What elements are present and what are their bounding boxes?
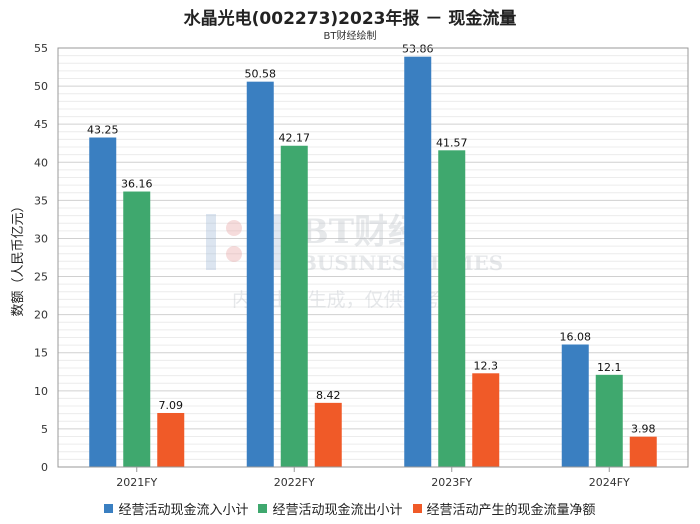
legend-label: 经营活动现金流入小计 [118,503,249,518]
bar-value-label: 53.86 [402,43,434,56]
legend-item: 经营活动现金流出小计 [258,499,403,518]
watermark-logo-dot-icon [226,220,242,236]
bar [157,412,185,467]
bar [280,145,308,467]
y-tick-label: 40 [34,156,48,169]
x-tick-label: 2022FY [274,476,315,489]
y-tick-label: 20 [34,309,48,322]
bar [472,373,500,467]
legend-item: 经营活动产生的现金流量净额 [412,499,596,518]
y-axis-label: 数额（人民币亿元） [11,199,26,316]
legend-label: 经营活动现金流出小计 [272,503,403,518]
bar [629,436,657,467]
bar-value-label: 16.08 [560,330,592,343]
data-labels: 43.25 36.16 7.09 50.58 42.17 8.42 53.86 41.57 12… [87,43,656,436]
bars [89,56,657,468]
x-axis-ticks: 2021FY 2022FY 2023FY 2024FY [116,467,630,489]
y-tick-label: 15 [34,347,48,360]
bar-value-label: 12.1 [597,361,622,374]
y-tick-label: 10 [34,385,48,398]
chart-subtitle: BT财经绘制 [323,31,377,42]
legend-item: 经营活动现金流入小计 [104,499,248,518]
bar [246,81,274,467]
legend: 经营活动现金流入小计 经营活动现金流出小计 经营活动产生的现金流量净额 [0,499,700,518]
y-tick-label: 35 [34,194,48,207]
bar-value-label: 50.58 [245,68,277,81]
y-tick-label: 50 [34,80,48,93]
x-tick-label: 2024FY [589,476,630,489]
watermark-logo-dot2-icon [226,246,242,262]
watermark-logo-icon [206,214,216,270]
y-tick-label: 5 [41,423,48,436]
plot-frame [57,47,689,468]
bar-value-label: 7.09 [159,399,184,412]
bar [123,191,151,467]
y-tick-label: 45 [34,118,48,131]
bar-value-label: 3.98 [631,423,656,436]
y-tick-label: 25 [34,271,48,284]
legend-swatch [258,504,268,513]
bar [314,402,342,467]
bar-value-label: 8.42 [316,389,341,402]
bar [404,56,432,468]
bar-value-label: 43.25 [87,124,119,137]
chart-title: 水晶光电(002273)2023年报 － 现金流量 [183,9,517,29]
y-axis-ticks: 0 5 10 15 20 25 30 35 40 45 50 55 [34,42,48,474]
x-tick-label: 2023FY [431,476,472,489]
y-tick-label: 30 [34,232,48,245]
x-tick-label: 2021FY [116,476,157,489]
y-tick-label: 55 [34,42,48,55]
bar-value-label: 12.3 [474,359,499,372]
watermark-brand-cn: BT财经 [300,212,422,252]
bar [438,150,466,467]
bar-value-label: 36.16 [121,178,153,191]
bar [89,137,117,467]
legend-swatch [412,504,422,513]
bar [595,374,623,467]
bar-value-label: 42.17 [279,132,311,145]
watermark-brand-en: BUSINESS TIMES [300,251,503,275]
bar-value-label: 41.57 [436,136,468,149]
bar [561,344,589,467]
legend-swatch [104,504,114,513]
legend-label: 经营活动产生的现金流量净额 [426,503,596,518]
y-tick-label: 0 [41,461,48,474]
